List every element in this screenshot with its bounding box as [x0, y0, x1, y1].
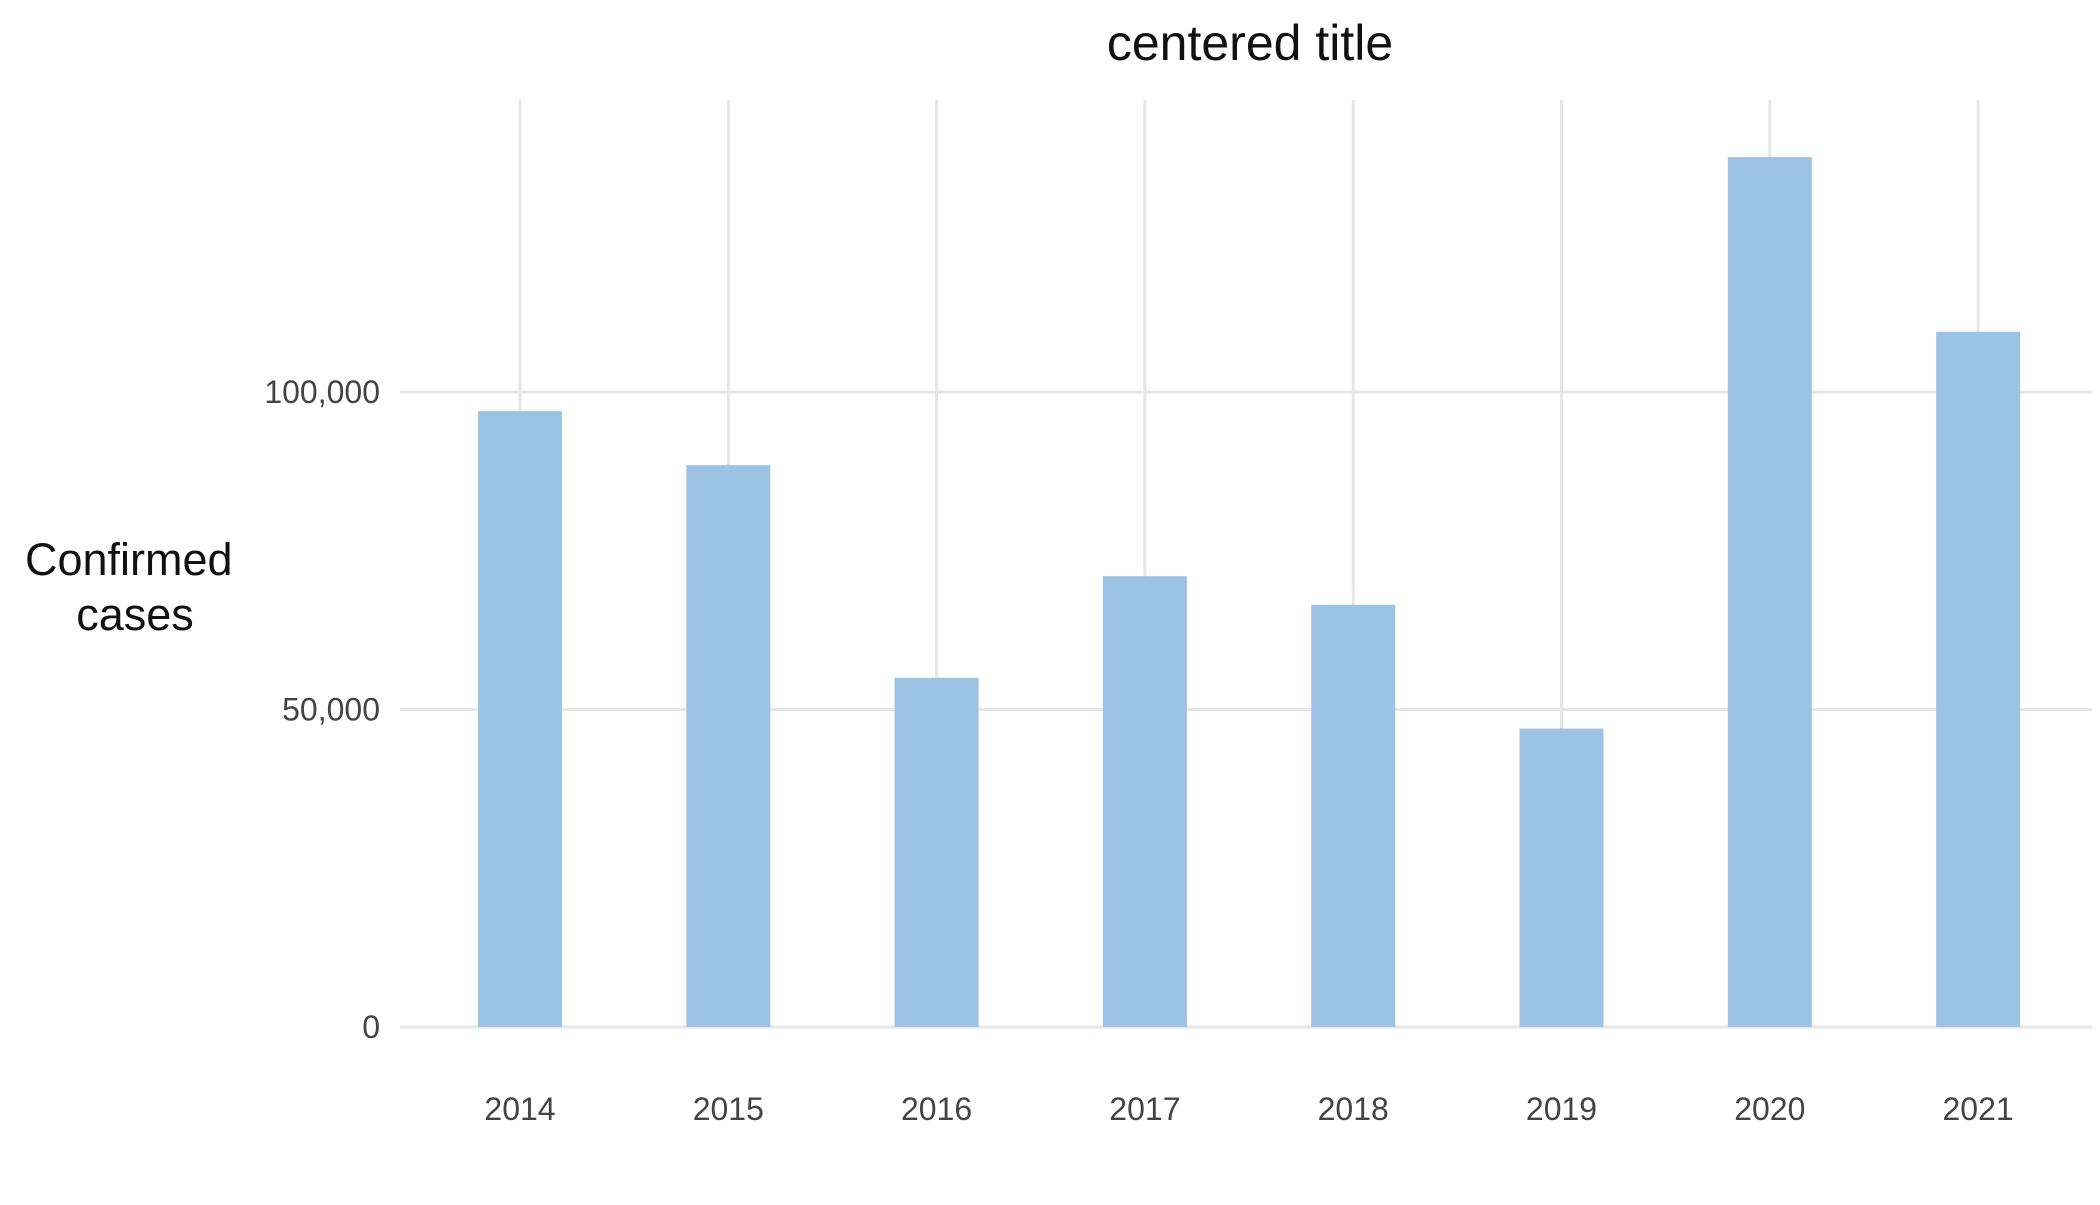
x-tick-label-2018: 2018 [1318, 1091, 1389, 1127]
y-tick-label: 100,000 [264, 374, 380, 410]
x-tick-label-2021: 2021 [1943, 1091, 2014, 1127]
x-tick-label-2016: 2016 [901, 1091, 972, 1127]
bar-2015 [686, 465, 771, 1028]
y-axis-label: Confirmed cases [25, 534, 245, 640]
y-axis-label-line-1: Confirmed [25, 534, 233, 585]
chart-title: centered title [1107, 15, 1393, 71]
x-tick-label-2015: 2015 [693, 1091, 764, 1127]
bar-2021 [1936, 331, 2021, 1027]
bars [478, 157, 2021, 1028]
bar-2016 [894, 677, 979, 1027]
y-axis-ticks: 0 50,000 100,000 [264, 374, 380, 1045]
y-tick-label: 0 [362, 1009, 380, 1045]
bar-2019 [1519, 728, 1604, 1027]
x-tick-label-2014: 2014 [484, 1091, 555, 1127]
x-tick-label-2019: 2019 [1526, 1091, 1597, 1127]
grid [400, 100, 2092, 1029]
x-tick-label-2017: 2017 [1109, 1091, 1180, 1127]
bar-2017 [1102, 576, 1187, 1027]
y-axis-label-line-2: cases [76, 589, 194, 640]
y-tick-label: 50,000 [282, 692, 380, 728]
bar-2018 [1311, 604, 1396, 1027]
x-axis-ticks: 2014 2015 2016 2017 2018 2019 2020 2021 [484, 1091, 2013, 1127]
bar-2020 [1727, 157, 1812, 1028]
bar-2014 [478, 411, 562, 1027]
x-tick-label-2020: 2020 [1734, 1091, 1805, 1127]
